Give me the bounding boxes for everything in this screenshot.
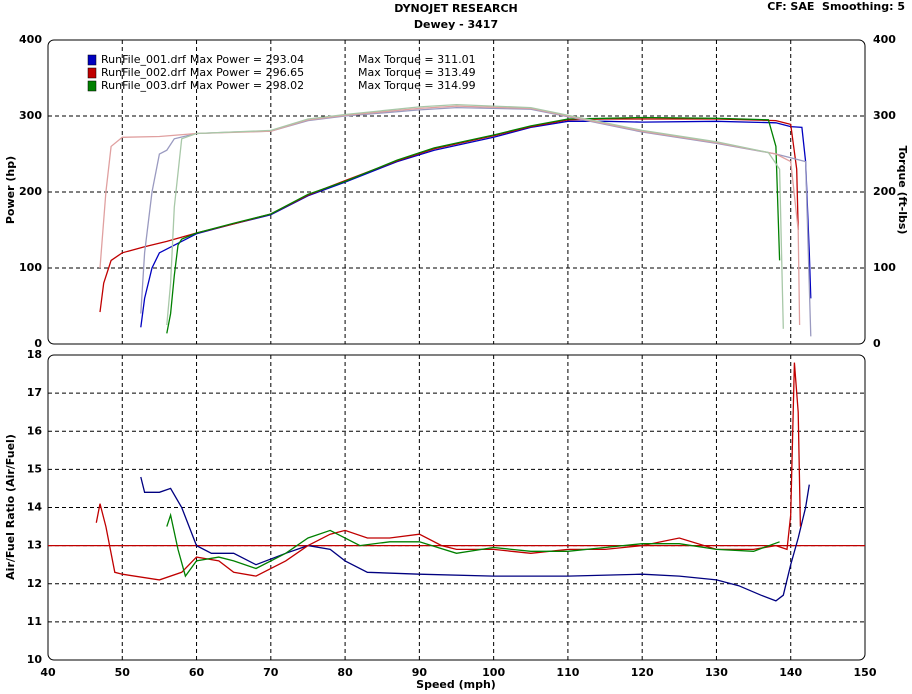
x-tick-label: 150 xyxy=(854,666,877,679)
legend-swatch xyxy=(87,80,97,92)
data-line xyxy=(166,103,784,329)
x-axis-label: Speed (mph) xyxy=(416,678,496,690)
data-line xyxy=(140,476,810,602)
y2-tick-label: 100 xyxy=(873,261,896,274)
x-tick-label: 60 xyxy=(189,666,205,679)
y-tick-label: 17 xyxy=(27,386,42,399)
y-tick-label: 13 xyxy=(27,539,42,552)
y-tick-label: 300 xyxy=(19,109,42,122)
y-tick-label: 15 xyxy=(27,462,42,475)
x-tick-label: 130 xyxy=(705,666,728,679)
legend-label: RunFile_001.drf Max Power = 293.04 xyxy=(101,53,304,66)
x-tick-label: 50 xyxy=(115,666,131,679)
legend-name: RunFile_002.drf xyxy=(101,66,187,79)
legend-max-power: Max Power = 298.02 xyxy=(190,79,304,92)
x-tick-label: 110 xyxy=(556,666,579,679)
legend-swatch xyxy=(87,67,97,79)
x-tick-label: 140 xyxy=(779,666,802,679)
y-tick-label: 10 xyxy=(27,653,43,666)
y-axis-label: Air/Fuel Ratio (Air/Fuel) xyxy=(4,434,17,580)
settings-note: CF: SAE Smoothing: 5 xyxy=(767,0,905,13)
y-tick-label: 14 xyxy=(27,501,43,514)
y-tick-label: 12 xyxy=(27,577,42,590)
data-line xyxy=(166,512,780,578)
y-tick-label: 200 xyxy=(19,185,42,198)
y-tick-label: 0 xyxy=(34,337,42,350)
y2-axis-label: Torque (ft-lbs) xyxy=(896,146,909,235)
x-tick-label: 120 xyxy=(631,666,654,679)
chart-subtitle: Dewey - 3417 xyxy=(414,18,498,31)
y-tick-label: 16 xyxy=(27,424,43,437)
legend-max-power: Max Power = 296.65 xyxy=(190,66,304,79)
legend-max-power: Max Power = 293.04 xyxy=(190,53,304,66)
x-tick-label: 90 xyxy=(412,666,428,679)
y-axis-label: Power (hp) xyxy=(4,156,17,224)
chart-title: DYNOJET RESEARCH xyxy=(394,2,517,15)
y-tick-label: 18 xyxy=(27,348,42,361)
y2-tick-label: 300 xyxy=(873,109,896,122)
legend-label: RunFile_003.drf Max Power = 298.02 xyxy=(101,79,304,92)
y-tick-label: 100 xyxy=(19,261,42,274)
legend-name: RunFile_003.drf xyxy=(101,79,187,92)
y2-tick-label: 400 xyxy=(873,33,896,46)
y-tick-label: 400 xyxy=(19,33,42,46)
legend-max-torque: Max Torque = 313.49 xyxy=(358,66,476,79)
legend-max-torque: Max Torque = 311.01 xyxy=(358,53,476,66)
data-line xyxy=(166,116,781,334)
legend-max-torque: Max Torque = 314.99 xyxy=(358,79,476,92)
x-tick-label: 40 xyxy=(40,666,56,679)
x-tick-label: 100 xyxy=(482,666,505,679)
y2-tick-label: 0 xyxy=(873,337,881,350)
x-tick-label: 70 xyxy=(263,666,279,679)
legend-label: RunFile_002.drf Max Power = 296.65 xyxy=(101,66,304,79)
x-tick-label: 80 xyxy=(337,666,353,679)
y-tick-label: 11 xyxy=(27,615,42,628)
y2-tick-label: 200 xyxy=(873,185,896,198)
legend-swatch xyxy=(87,54,97,66)
legend-name: RunFile_001.drf xyxy=(101,53,187,66)
